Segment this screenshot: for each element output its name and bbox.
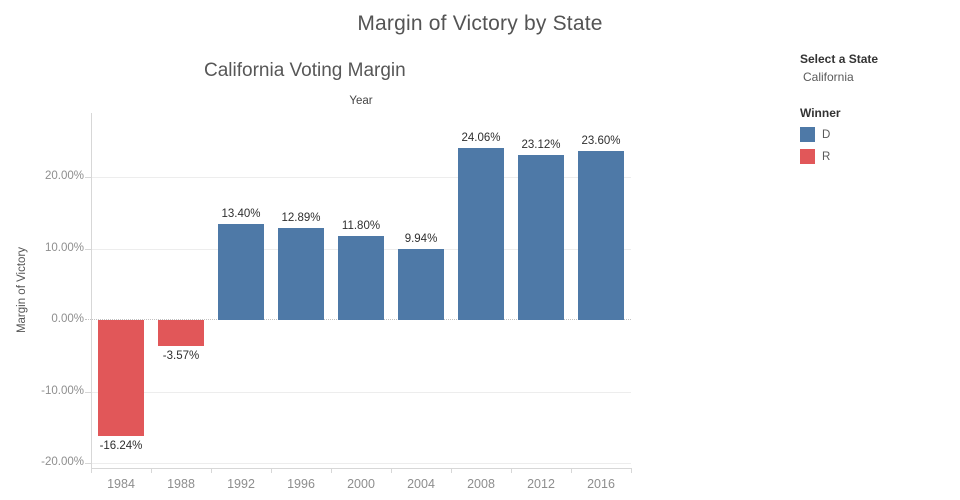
x-axis-tick bbox=[331, 468, 332, 473]
y-tick-label: -10.00% bbox=[41, 384, 84, 397]
y-tick-label: 10.00% bbox=[44, 241, 84, 254]
y-tick-label: 0.00% bbox=[51, 313, 84, 325]
gridline bbox=[91, 463, 631, 464]
x-axis-tick bbox=[271, 468, 272, 473]
x-tick-label-2016: 2016 bbox=[587, 477, 615, 491]
bar-2008[interactable] bbox=[458, 147, 504, 320]
x-axis-line bbox=[91, 468, 631, 469]
bar-label-2004: 9.94% bbox=[404, 232, 438, 245]
bar-1984[interactable] bbox=[98, 320, 144, 437]
x-axis-tick bbox=[91, 468, 92, 473]
bar-1992[interactable] bbox=[218, 224, 264, 320]
bar-label-1988: -3.57% bbox=[162, 349, 200, 362]
bar-1996[interactable] bbox=[278, 227, 324, 320]
x-tick-label-1992: 1992 bbox=[227, 477, 255, 491]
x-tick-label-2000: 2000 bbox=[347, 477, 375, 491]
y-axis-tick bbox=[85, 248, 91, 250]
legend-item-label: D bbox=[822, 128, 831, 141]
dashboard-title: Margin of Victory by State bbox=[357, 12, 603, 35]
x-axis-tick bbox=[391, 468, 392, 473]
legend-item-label: R bbox=[822, 150, 831, 163]
legend-item-D[interactable]: D bbox=[800, 127, 950, 142]
x-axis-tick bbox=[631, 468, 632, 473]
x-axis-tick bbox=[451, 468, 452, 473]
bar-2004[interactable] bbox=[398, 248, 444, 320]
x-tick-label-2012: 2012 bbox=[527, 477, 555, 491]
x-axis-tick bbox=[211, 468, 212, 473]
x-tick-label-2008: 2008 bbox=[467, 477, 495, 491]
gridline bbox=[91, 177, 631, 178]
filter-title: Select a State bbox=[800, 52, 879, 66]
x-tick-label-1984: 1984 bbox=[107, 477, 135, 491]
x-axis-tick bbox=[571, 468, 572, 473]
legend-swatch-icon-D bbox=[800, 127, 815, 142]
legend-item-R[interactable]: R bbox=[800, 149, 950, 164]
x-axis-title: Year bbox=[349, 95, 373, 107]
y-axis-tick bbox=[85, 463, 91, 464]
y-axis-tick bbox=[85, 177, 91, 178]
y-tick-label: -20.00% bbox=[41, 456, 84, 468]
x-axis-tick bbox=[511, 468, 512, 473]
bar-label-2000: 11.80% bbox=[341, 219, 381, 232]
chart-title: California Voting Margin bbox=[204, 60, 406, 81]
bar-label-1996: 12.89% bbox=[281, 211, 321, 224]
bar-label-2008: 24.06% bbox=[461, 131, 501, 144]
filter-value[interactable]: California bbox=[803, 70, 854, 84]
y-axis-tick bbox=[85, 391, 91, 393]
bar-2000[interactable] bbox=[338, 235, 384, 320]
bar-label-1992: 13.40% bbox=[221, 208, 261, 221]
state-filter: Select a State California bbox=[800, 52, 950, 84]
legend-title: Winner bbox=[800, 106, 841, 120]
bar-label-1984: -16.24% bbox=[99, 440, 143, 453]
bar-label-2016: 23.60% bbox=[581, 135, 621, 148]
x-tick-label-1988: 1988 bbox=[167, 477, 195, 491]
bar-1988[interactable] bbox=[158, 320, 204, 346]
legend-swatch-icon-R bbox=[800, 149, 815, 164]
bar-label-2012: 23.12% bbox=[521, 138, 561, 151]
y-axis-line bbox=[91, 113, 92, 468]
y-tick-label: 20.00% bbox=[44, 170, 84, 182]
x-tick-label-1996: 1996 bbox=[287, 477, 315, 491]
x-axis-tick bbox=[151, 468, 152, 473]
gridline bbox=[91, 391, 631, 393]
bar-2016[interactable] bbox=[578, 151, 624, 320]
bar-2012[interactable] bbox=[518, 154, 564, 320]
x-tick-label-2004: 2004 bbox=[407, 477, 435, 491]
